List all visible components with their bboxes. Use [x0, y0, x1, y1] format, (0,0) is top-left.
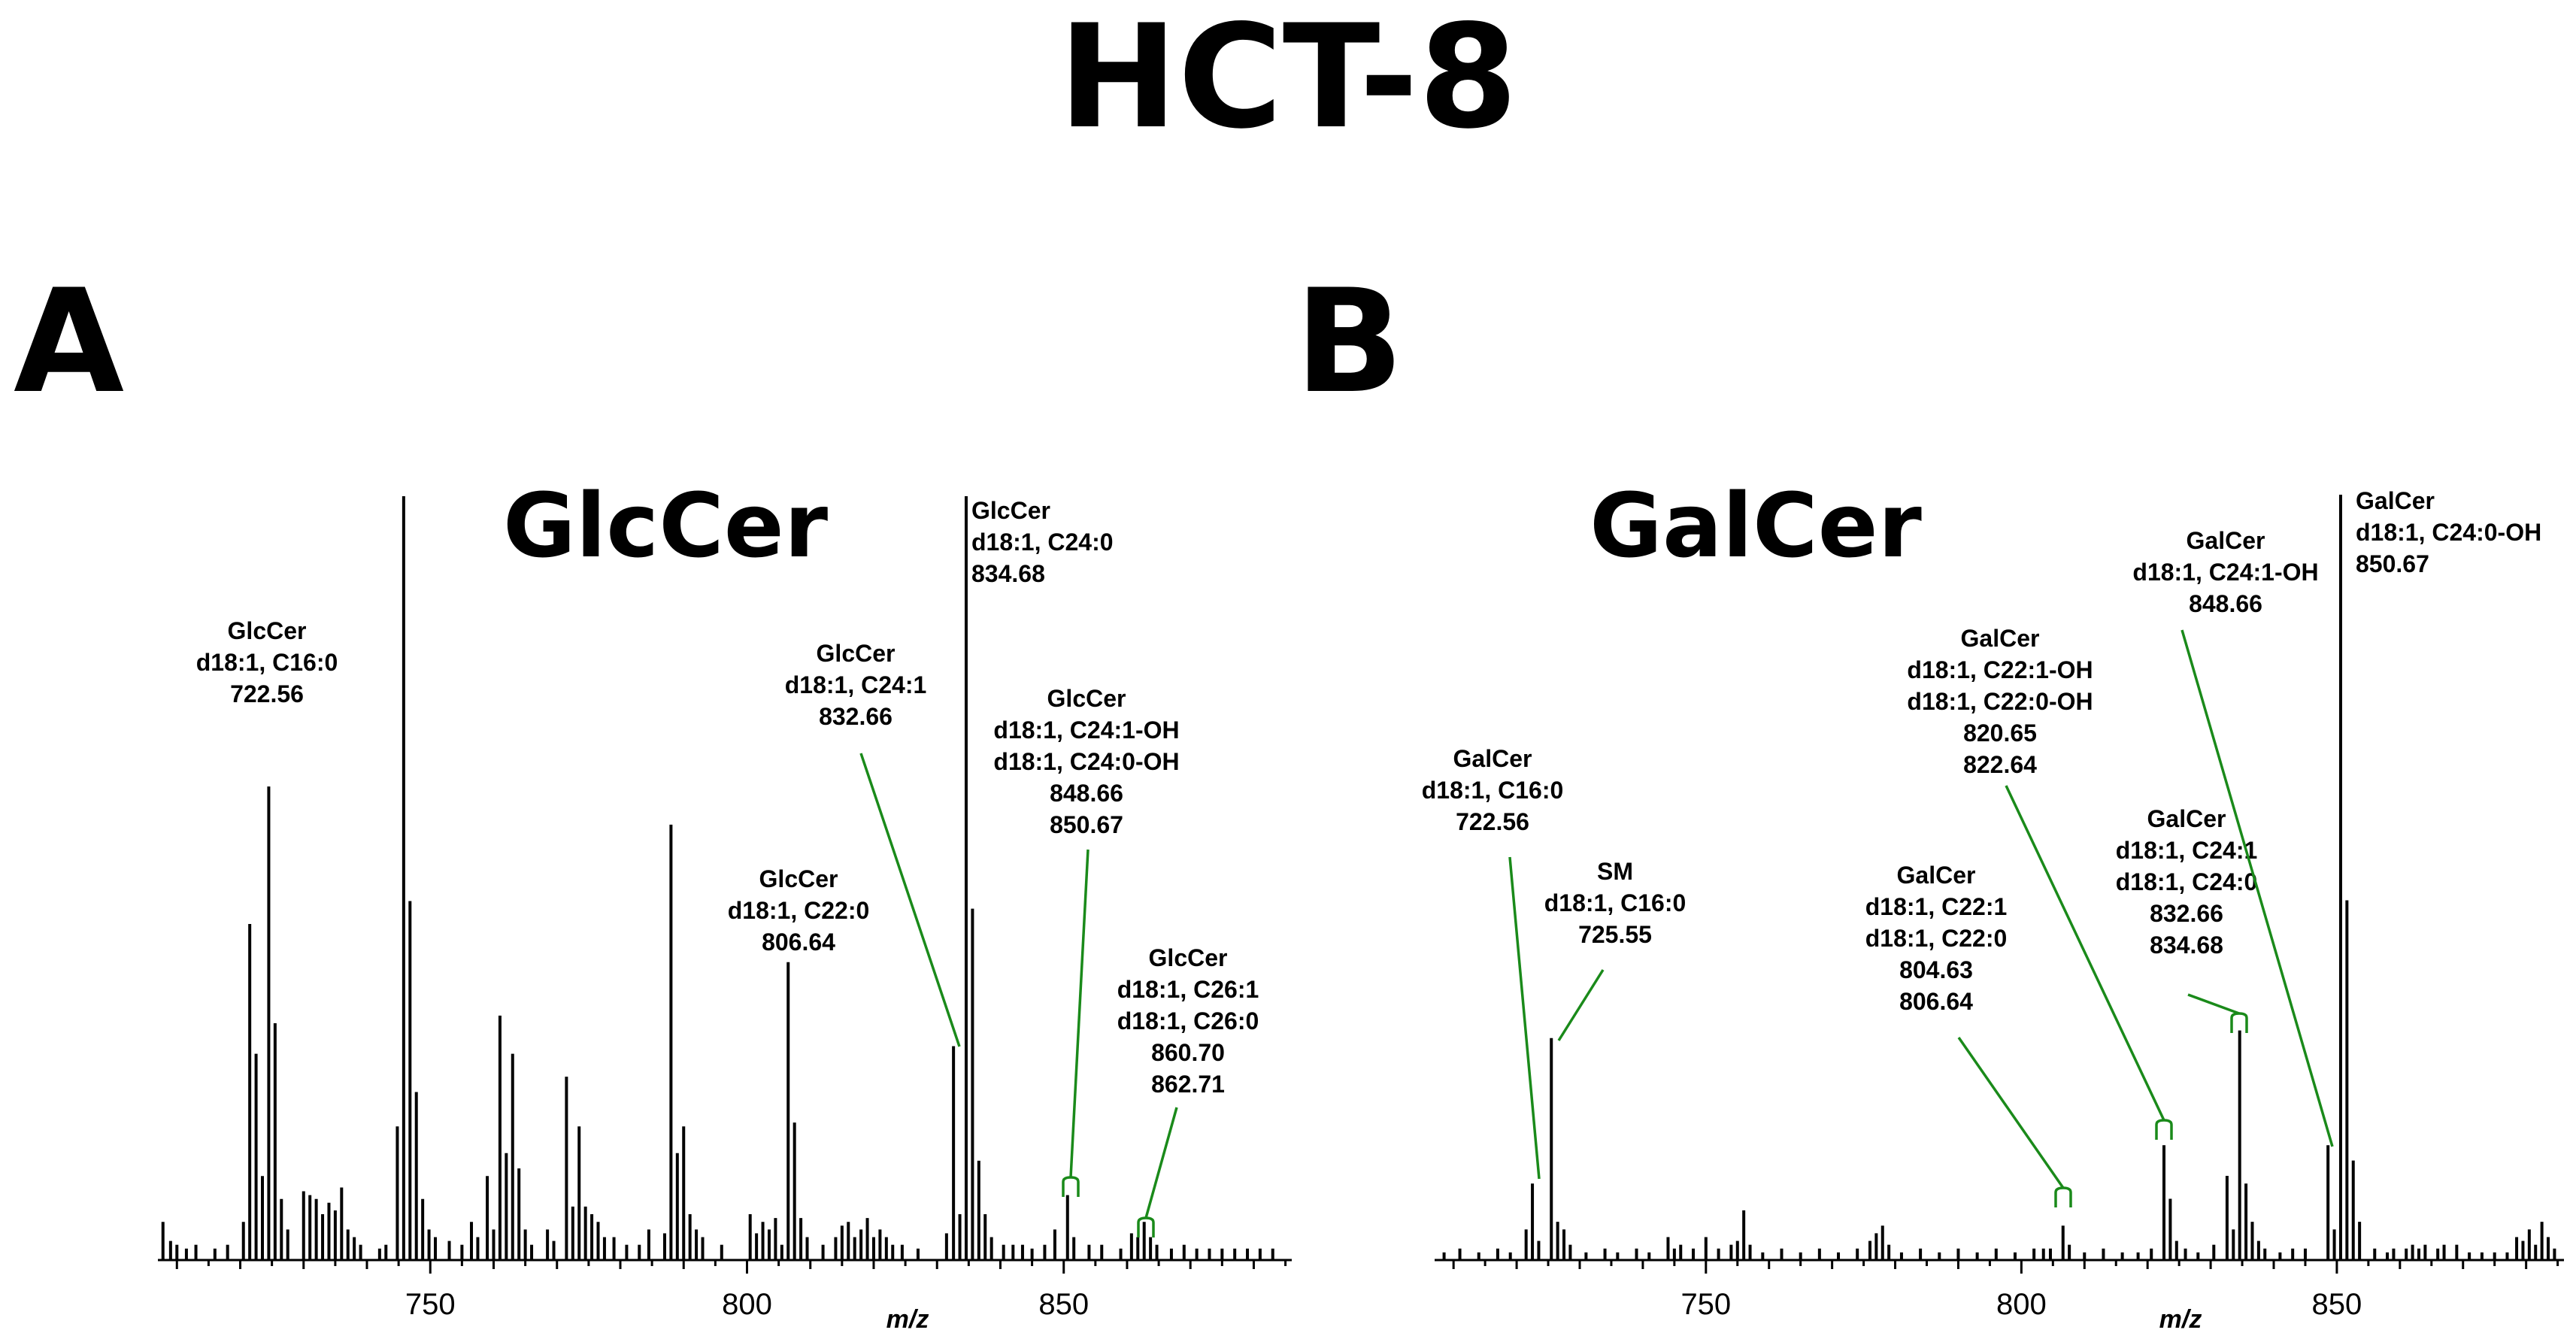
annotation-line: 848.66 — [1050, 780, 1123, 807]
leader-line — [2181, 629, 2334, 1147]
x-axis-a: 750 800 850 — [158, 1259, 1292, 1321]
bracket-mark — [2054, 1186, 2072, 1207]
bracket-mark — [1062, 1176, 1080, 1197]
peak-series-b — [1442, 495, 2556, 1260]
peak-annotation-2: GlcCer d18:1, C24:1 832.66 — [785, 640, 961, 1047]
annotations-b: GalCer d18:1, C16:0 722.56 SM d18:1, C16:0 72… — [1422, 487, 2541, 1207]
x-axis-label-a: m/z — [886, 1305, 929, 1334]
annotation-line: d18:1, C16:0 — [1544, 889, 1687, 916]
annotation-line: d18:1, C24:0-OH — [993, 748, 1179, 775]
annotation-line: GalCer — [2147, 805, 2226, 832]
bracket-mark — [2155, 1119, 2173, 1140]
annotation-line: 850.67 — [2356, 550, 2429, 577]
annotation-line: d18:1, C26:0 — [1117, 1007, 1259, 1035]
peak-annotation-5: GlcCer d18:1, C26:1 d18:1, C26:0 860.70 862.… — [1117, 944, 1259, 1237]
x-tick-label-800: 800 — [1996, 1288, 2047, 1321]
annotation-line: d18:1, C24:0-OH — [2356, 519, 2541, 546]
panel-b: B GalCer 750 800 850 m/z GalCer d18:1, C16:… — [1295, 259, 2564, 1334]
annotation-line: GalCer — [1453, 745, 1532, 772]
leader-line — [2005, 785, 2165, 1121]
leader-line — [1144, 1107, 1178, 1219]
x-tick-label-800: 800 — [722, 1288, 772, 1321]
annotation-line: GlcCer — [759, 865, 838, 892]
peak-annotation-5: GalCer d18:1, C24:1-OH 848.66 — [2132, 527, 2334, 1147]
annotation-line: d18:1, C16:0 — [1422, 777, 1564, 804]
annotation-line: 862.71 — [1151, 1071, 1225, 1098]
annotation-line: 850.67 — [1050, 811, 1123, 838]
panel-letter-a: A — [14, 259, 124, 425]
peak-annotation-3: GlcCer d18:1, C24:0 834.68 — [971, 497, 1114, 587]
peak-series-a — [161, 496, 1274, 1260]
annotation-line: SM — [1597, 858, 1633, 885]
leader-line — [2187, 993, 2240, 1015]
annotation-line: d18:1, C24:1 — [2116, 837, 2258, 864]
annotation-line: 860.70 — [1151, 1039, 1225, 1066]
annotation-line: 804.63 — [1899, 956, 1973, 983]
panel-title-glccer: GlcCer — [503, 474, 828, 577]
annotation-line: d18:1, C24:1-OH — [993, 716, 1179, 744]
annotation-line: d18:1, C26:1 — [1117, 976, 1259, 1003]
annotation-line: 725.55 — [1578, 921, 1652, 948]
peak-annotation-4: GalCer d18:1, C24:1 d18:1, C24:0 832.66 834.… — [2116, 805, 2258, 1033]
annotation-line: 722.56 — [230, 680, 304, 707]
peak-annotation-0: GalCer d18:1, C16:0 722.56 — [1422, 745, 1564, 1180]
x-axis-b: 750 800 850 — [1435, 1259, 2564, 1321]
leader-line — [859, 753, 961, 1047]
x-tick-label-850: 850 — [2312, 1288, 2362, 1321]
annotation-line: d18:1, C24:0 — [2116, 868, 2258, 895]
annotation-line: d18:1, C22:1-OH — [1907, 656, 2093, 683]
bracket-mark — [1137, 1216, 1155, 1237]
annotation-line: 822.64 — [1963, 751, 2037, 778]
annotation-line: GlcCer — [1047, 685, 1126, 712]
annotations-a: GlcCer d18:1, C16:0 722.56 GlcCer d18:1, C22… — [196, 497, 1259, 1237]
panel-letter-b: B — [1295, 259, 1404, 425]
x-tick-label-850: 850 — [1038, 1288, 1089, 1321]
annotation-line: d18:1, C22:1 — [1865, 893, 2008, 920]
leader-line — [1508, 856, 1541, 1180]
figure-title: HCT-8 — [1058, 0, 1517, 160]
x-tick-label-750: 750 — [405, 1288, 456, 1321]
annotation-line: 722.56 — [1456, 808, 1529, 835]
peak-annotation-2: GalCer d18:1, C22:1 d18:1, C22:0 804.63 806.… — [1865, 862, 2072, 1207]
annotation-line: 832.66 — [819, 703, 893, 730]
annotation-line: GalCer — [1961, 625, 2040, 652]
annotation-line: 806.64 — [1899, 988, 1973, 1015]
leader-line — [1069, 849, 1089, 1178]
annotation-line: 834.68 — [2150, 932, 2223, 959]
annotation-line: GlcCer — [971, 497, 1050, 524]
annotation-line: d18:1, C24:1-OH — [2132, 559, 2318, 586]
peak-annotation-0: GlcCer d18:1, C16:0 722.56 — [196, 617, 338, 707]
x-tick-label-750: 750 — [1680, 1288, 1731, 1321]
annotation-line: d18:1, C16:0 — [196, 649, 338, 676]
x-axis-label-b: m/z — [2159, 1305, 2202, 1334]
peak-annotation-1: SM d18:1, C16:0 725.55 — [1544, 858, 1687, 1041]
annotation-line: GalCer — [2356, 487, 2435, 514]
bracket-mark — [2230, 1012, 2248, 1033]
annotation-line: GalCer — [2187, 527, 2265, 554]
leader-line — [1957, 1037, 2065, 1189]
annotation-line: 806.64 — [762, 928, 835, 956]
annotation-line: d18:1, C22:0 — [728, 897, 870, 924]
annotation-line: GlcCer — [228, 617, 307, 644]
annotation-line: GalCer — [1897, 862, 1976, 889]
panel-a: A GlcCer 750 800 850 m/z GlcCer d18:1, C16:… — [14, 259, 1292, 1334]
annotation-line: d18:1, C24:1 — [785, 671, 927, 698]
annotation-line: 848.66 — [2189, 590, 2262, 617]
annotation-line: GlcCer — [1149, 944, 1228, 971]
peak-annotation-6: GalCer d18:1, C24:0-OH 850.67 — [2356, 487, 2541, 577]
annotation-line: d18:1, C22:0 — [1865, 925, 2008, 952]
leader-line — [1557, 969, 1605, 1041]
annotation-line: 834.68 — [971, 560, 1045, 587]
annotation-line: d18:1, C24:0 — [971, 529, 1114, 556]
peak-annotation-1: GlcCer d18:1, C22:0 806.64 — [728, 865, 870, 956]
peak-annotation-4: GlcCer d18:1, C24:1-OH d18:1, C24:0-OH 848.… — [993, 685, 1180, 1197]
annotation-line: 832.66 — [2150, 900, 2223, 927]
annotation-line: d18:1, C22:0-OH — [1907, 688, 2093, 715]
annotation-line: 820.65 — [1963, 719, 2037, 747]
annotation-line: GlcCer — [817, 640, 896, 667]
peak-annotation-3: GalCer d18:1, C22:1-OH d18:1, C22:0-OH 820.… — [1907, 625, 2173, 1140]
panel-title-galcer: GalCer — [1590, 474, 1922, 577]
